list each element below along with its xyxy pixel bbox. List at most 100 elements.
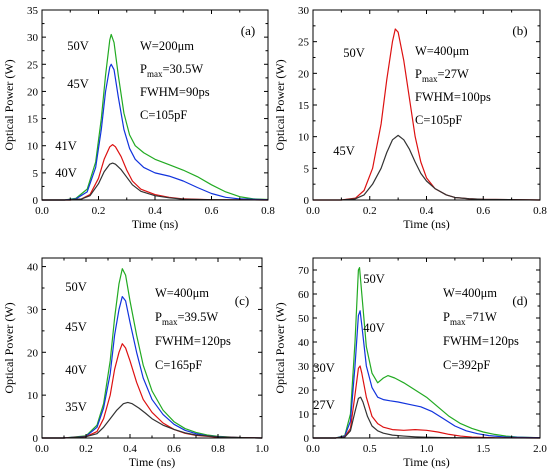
y-tick-label: 0 — [33, 433, 39, 445]
x-tick-label: 0.2 — [92, 205, 106, 217]
annotation-line: Pmax=27W — [415, 67, 469, 84]
panel-label: (b) — [512, 23, 527, 38]
y-tick-label: 5 — [33, 168, 39, 180]
plot-frame — [312, 9, 541, 201]
y-tick-label: 20 — [27, 347, 39, 359]
series-label-50v: 50V — [65, 280, 87, 294]
y-tick-label: 5 — [304, 163, 310, 175]
y-tick-label: 15 — [27, 114, 39, 126]
x-tick-label: 1.0 — [420, 443, 434, 455]
annotation-line: W=400μm — [155, 286, 209, 300]
series-line-45v — [313, 134, 541, 201]
x-axis-label: Time (ns) — [403, 455, 450, 469]
series-label-35v: 35V — [65, 400, 87, 414]
x-axis-label: Time (ns) — [129, 455, 176, 469]
series-label-40v: 40V — [65, 363, 87, 377]
series-line-50v — [42, 268, 263, 439]
y-tick-label: 0 — [304, 433, 310, 445]
series-label-40v: 40V — [55, 166, 77, 180]
y-tick-label: 50 — [298, 313, 310, 325]
y-tick-label: 30 — [298, 361, 310, 373]
x-tick-label: 0.8 — [261, 205, 275, 217]
y-tick-label: 10 — [27, 390, 39, 402]
annotation-line: W=400μm — [443, 286, 497, 300]
y-tick-label: 40 — [27, 262, 39, 274]
series-line-30v — [313, 365, 541, 439]
x-tick-label: 0.2 — [363, 205, 377, 217]
series-line-40v — [313, 310, 541, 439]
x-tick-label: 2.0 — [533, 443, 547, 455]
series-line-40v — [42, 162, 269, 201]
x-tick-label: 0.6 — [205, 205, 219, 217]
x-tick-label: 0.4 — [123, 443, 137, 455]
y-tick-label: 0 — [304, 195, 310, 207]
panel-label: (d) — [512, 293, 527, 308]
annotation-line: FWHM=120ps — [155, 334, 231, 348]
panel-label: (c) — [235, 293, 249, 308]
x-tick-label: 0.0 — [306, 205, 320, 217]
series-line-35v — [42, 401, 263, 439]
x-tick-label: 0.6 — [476, 205, 490, 217]
x-axis-label: Time (ns) — [403, 217, 450, 231]
y-axis-label: Optical Power (W) — [2, 59, 16, 150]
chart-panel-1: 0.0 0.2 0.4 0.6 0.8 0 5 10 15 20 25 30 35 Time (ns) Op… — [2, 5, 275, 231]
x-tick-label: 0.0 — [35, 205, 49, 217]
y-tick-label: 10 — [298, 132, 310, 144]
annotation-line: FWHM=90ps — [140, 85, 210, 99]
y-tick-label: 25 — [298, 37, 310, 49]
x-tick-label: 0.4 — [420, 205, 434, 217]
panel-label: (a) — [241, 23, 255, 38]
series-label-30v: 30V — [313, 361, 335, 375]
annotation-line: FWHM=120ps — [443, 334, 519, 348]
annotation-line: Pmax=30.5W — [140, 62, 203, 79]
x-tick-label: 1.0 — [255, 443, 269, 455]
y-tick-label: 25 — [27, 59, 39, 71]
y-axis-label: Optical Power (W) — [273, 59, 287, 150]
y-tick-label: 0 — [33, 195, 39, 207]
y-tick-label: 40 — [298, 337, 310, 349]
chart-panel-2: 0.0 0.2 0.4 0.6 0.8 0 5 10 15 20 25 30 Time (ns) Opti… — [273, 5, 547, 231]
x-tick-label: 0.5 — [363, 443, 377, 455]
annotation-line: W=400μm — [415, 44, 469, 58]
series-line-50v — [313, 267, 541, 439]
chart-panel-4: 0.0 0.5 1.0 1.5 2.0 0 10 20 30 40 50 60 70 Time (ns) O… — [273, 257, 547, 469]
annotation-line: W=200μm — [140, 39, 194, 53]
y-tick-label: 60 — [298, 289, 310, 301]
annotation-line: C=392pF — [443, 358, 490, 372]
annotation-line: Pmax=71W — [443, 310, 497, 327]
annotation-line: C=105pF — [415, 113, 462, 127]
series-label-50v: 50V — [343, 46, 365, 60]
x-tick-label: 0.6 — [167, 443, 181, 455]
series-label-50v: 50V — [67, 39, 89, 53]
x-tick-label: 0.0 — [35, 443, 49, 455]
y-axis-label: Optical Power (W) — [2, 302, 16, 393]
series-line-50v — [42, 33, 269, 201]
y-tick-label: 10 — [27, 141, 39, 153]
y-tick-label: 20 — [298, 385, 310, 397]
plot-frame — [312, 257, 541, 439]
series-label-45v: 45V — [67, 77, 89, 91]
annotation-line: C=105pF — [140, 108, 187, 122]
x-tick-label: 0.8 — [533, 205, 547, 217]
x-tick-label: 0.0 — [306, 443, 320, 455]
y-tick-label: 15 — [298, 100, 310, 112]
series-line-45v — [42, 63, 269, 201]
y-tick-label: 20 — [298, 68, 310, 80]
series-label-50v: 50V — [363, 272, 385, 286]
x-tick-label: 0.4 — [148, 205, 162, 217]
series-label-45v: 45V — [65, 320, 87, 334]
series-line-45v — [42, 295, 263, 439]
series-label-45v: 45V — [333, 144, 355, 158]
y-tick-label: 20 — [27, 86, 39, 98]
chart-panel-3: 0.0 0.2 0.4 0.6 0.8 1.0 0 10 20 30 40 Time (ns) Opti… — [2, 257, 269, 469]
series-label-40v: 40V — [363, 321, 385, 335]
y-tick-label: 30 — [298, 5, 310, 17]
y-tick-label: 30 — [27, 32, 39, 44]
series-line-27v — [313, 396, 541, 439]
annotation-line: FWHM=100ps — [415, 90, 491, 104]
series-label-27v: 27V — [313, 398, 335, 412]
y-tick-label: 35 — [27, 5, 39, 17]
annotation-line: C=165pF — [155, 358, 202, 372]
y-axis-label: Optical Power (W) — [273, 302, 287, 393]
